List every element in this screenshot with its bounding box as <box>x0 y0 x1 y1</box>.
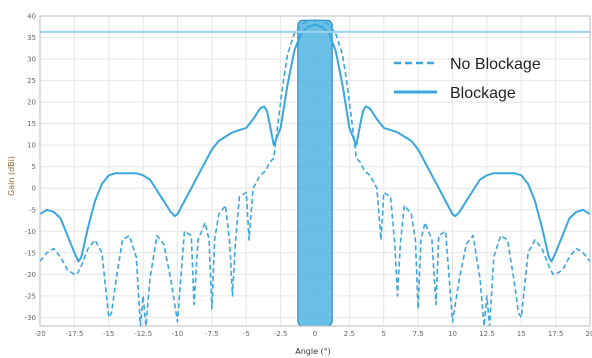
y-tick-label: 25 <box>27 77 36 85</box>
x-tick-label: -15 <box>103 330 114 338</box>
x-tick-labels: -20 -17.5 -15 -12.5 -10 -7.5 -5 -2.5 0 2.5 5 7.5 10 1… <box>34 330 592 338</box>
x-tick-label: 7.5 <box>413 330 424 338</box>
x-tick-label: 10 <box>448 330 457 338</box>
y-tick-label: 0 <box>32 185 36 193</box>
x-tick-label: 5 <box>382 330 386 338</box>
series-line-blockage <box>39 23 591 263</box>
x-axis-label: Angle (°) <box>295 347 331 356</box>
y-tick-label: 10 <box>27 142 36 150</box>
legend-label-no-blockage: No Blockage <box>450 56 541 73</box>
x-tick-label: 12.5 <box>479 330 495 338</box>
y-axis-label: Gain (dBi) <box>7 156 16 196</box>
x-tick-label: -20 <box>34 330 45 338</box>
x-tick-label: 0 <box>313 330 317 338</box>
x-tick-label: -10 <box>172 330 183 338</box>
series-line-no-blockage <box>39 19 591 327</box>
highlight-band <box>297 19 333 327</box>
y-tick-label: 20 <box>27 99 36 107</box>
x-tick-label: -7.5 <box>205 330 219 338</box>
x-tick-label: 15 <box>517 330 526 338</box>
x-tick-label: -2.5 <box>274 330 288 338</box>
y-tick-label: -15 <box>25 249 36 257</box>
y-tick-label: 5 <box>32 163 36 171</box>
y-tick-label: -20 <box>25 271 36 279</box>
x-tick-label: -12.5 <box>134 330 152 338</box>
x-tick-label: 20 <box>586 330 592 338</box>
y-tick-label: -5 <box>29 206 36 214</box>
plot-frame <box>39 15 591 327</box>
y-tick-label: 30 <box>27 56 36 64</box>
main-beam-highlight <box>297 19 333 327</box>
series-group <box>39 19 591 327</box>
x-tick-label: 2.5 <box>344 330 355 338</box>
y-tick-label: 15 <box>27 120 36 128</box>
legend: No Blockage Blockage <box>394 56 541 102</box>
plot-border <box>39 15 591 327</box>
x-tick-label: 17.5 <box>548 330 564 338</box>
y-tick-label: -30 <box>25 314 36 322</box>
x-tick-label: -17.5 <box>65 330 83 338</box>
y-tick-labels: 40 35 30 25 20 15 10 5 0 -5 -10 -15 -20 -25 -30 <box>25 13 36 322</box>
y-tick-label: 40 <box>27 13 36 21</box>
y-tick-label: 35 <box>27 34 36 42</box>
y-tick-label: -10 <box>25 228 36 236</box>
x-tick-label: -5 <box>243 330 250 338</box>
y-tick-label: -25 <box>25 292 36 300</box>
legend-label-blockage: Blockage <box>450 85 516 102</box>
